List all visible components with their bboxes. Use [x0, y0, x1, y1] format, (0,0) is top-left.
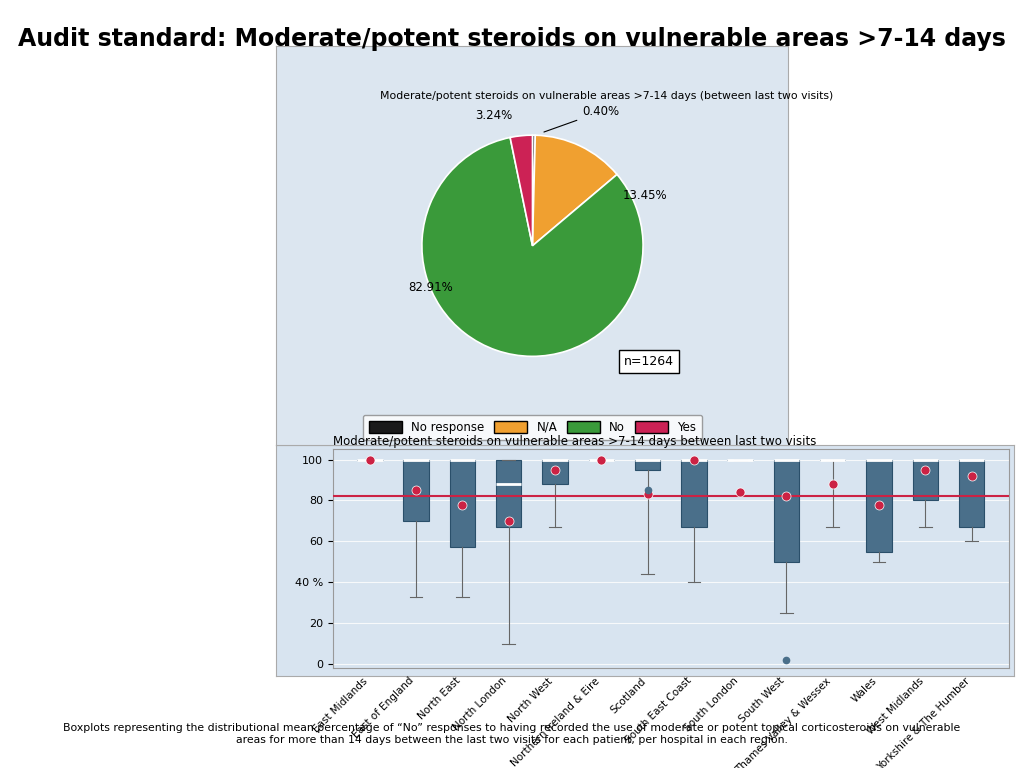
- Text: Moderate/potent steroids on vulnerable areas >7-14 days between last two visits: Moderate/potent steroids on vulnerable a…: [333, 435, 816, 448]
- PathPatch shape: [866, 459, 892, 551]
- PathPatch shape: [958, 459, 984, 527]
- Text: 82.91%: 82.91%: [409, 281, 453, 294]
- PathPatch shape: [774, 459, 799, 561]
- Text: Audit standard: Moderate/potent steroids on vulnerable areas >7-14 days: Audit standard: Moderate/potent steroids…: [18, 27, 1006, 51]
- Wedge shape: [532, 135, 536, 246]
- Wedge shape: [422, 137, 643, 356]
- Text: 13.45%: 13.45%: [624, 190, 668, 203]
- Text: 0.40%: 0.40%: [544, 105, 620, 132]
- Legend: No response, N/A, No, Yes: No response, N/A, No, Yes: [362, 415, 702, 439]
- PathPatch shape: [403, 459, 429, 521]
- Wedge shape: [510, 135, 532, 246]
- PathPatch shape: [496, 459, 521, 527]
- PathPatch shape: [543, 459, 567, 484]
- PathPatch shape: [450, 459, 475, 548]
- Text: n=1264: n=1264: [624, 356, 674, 369]
- PathPatch shape: [635, 459, 660, 470]
- PathPatch shape: [681, 459, 707, 527]
- Text: Boxplots representing the distributional mean percentage of “No” responses to ha: Boxplots representing the distributional…: [63, 723, 961, 745]
- PathPatch shape: [912, 459, 938, 501]
- Text: 3.24%: 3.24%: [475, 109, 512, 122]
- Text: Moderate/potent steroids on vulnerable areas >7-14 days (between last two visits: Moderate/potent steroids on vulnerable a…: [381, 91, 834, 101]
- Wedge shape: [532, 135, 617, 246]
